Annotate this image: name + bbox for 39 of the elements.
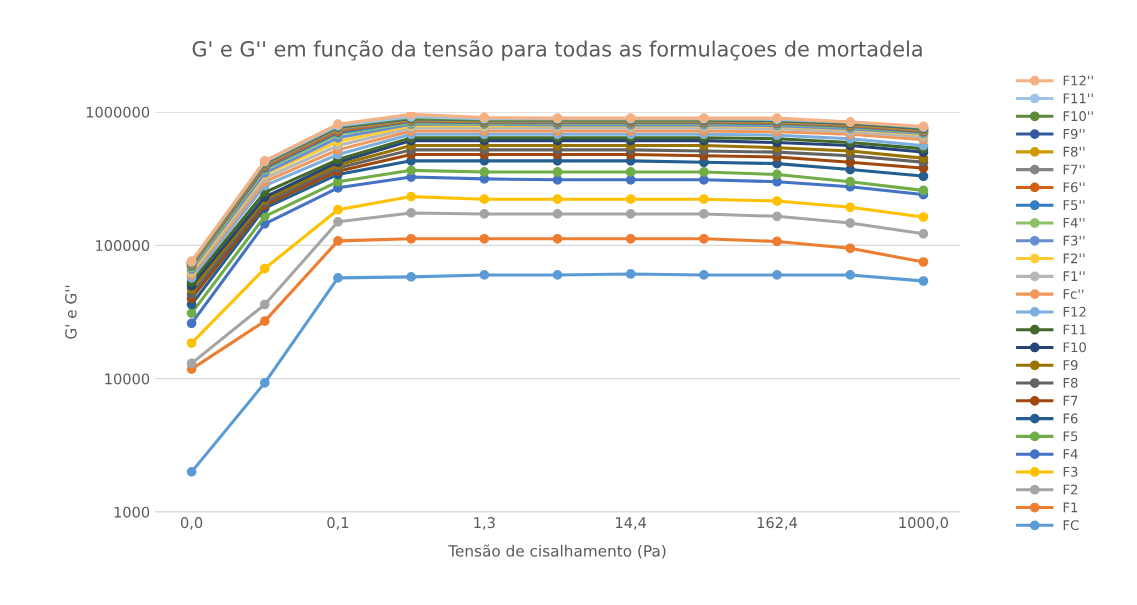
- legend-label: F9'': [1063, 128, 1085, 139]
- y-tick-label: 1000: [114, 506, 150, 518]
- legend-label: F5: [1063, 431, 1078, 442]
- legend-label: F7'': [1063, 164, 1085, 175]
- legend-label: F8: [1063, 377, 1078, 388]
- chart-title: G' e G'' em função da tensão para todas as formulaçoes de mortadela: [192, 40, 922, 61]
- y-tick-label: 10000: [105, 373, 150, 385]
- legend-label: F1: [1063, 502, 1078, 513]
- legend-label: F10: [1063, 342, 1086, 353]
- legend-label: F6: [1063, 413, 1078, 424]
- y-tick-label: 100000: [96, 240, 150, 252]
- x-tick-label: 162,4: [757, 517, 798, 530]
- legend-label: F11'': [1063, 93, 1093, 104]
- legend-label: F2'': [1063, 253, 1085, 264]
- legend-label: F12: [1063, 306, 1086, 317]
- x-tick-label: 0,0: [180, 517, 203, 530]
- legend-label: F6'': [1063, 182, 1085, 193]
- x-axis-title: Tensão de cisalhamento (Pa): [448, 544, 666, 559]
- legend-label: F1'': [1063, 271, 1085, 281]
- y-axis-title: G' e G'': [65, 285, 77, 339]
- legend-label: F7: [1063, 395, 1078, 406]
- legend-label: F3: [1063, 466, 1078, 477]
- x-tick-label: 1000,0: [899, 517, 948, 530]
- x-tick-label: 0,1: [327, 517, 349, 530]
- legend-label: F8'': [1063, 146, 1085, 157]
- legend-label: F3'': [1063, 235, 1085, 246]
- legend-label: F4'': [1063, 217, 1085, 228]
- legend-label: F5'': [1063, 200, 1085, 211]
- legend-label: FC: [1063, 520, 1079, 531]
- x-tick-label: 14,4: [616, 517, 647, 530]
- legend-label: F9: [1063, 360, 1078, 371]
- legend-label: F2: [1063, 484, 1078, 495]
- legend-label: F10'': [1063, 111, 1093, 122]
- legend-label: Fc'': [1063, 289, 1084, 299]
- x-tick-label: 1,3: [474, 517, 495, 530]
- legend-label: F4: [1063, 449, 1078, 459]
- y-tick-label: 1000000: [86, 106, 150, 118]
- legend-label: F11: [1063, 324, 1086, 335]
- legend-label: F12'': [1063, 75, 1093, 86]
